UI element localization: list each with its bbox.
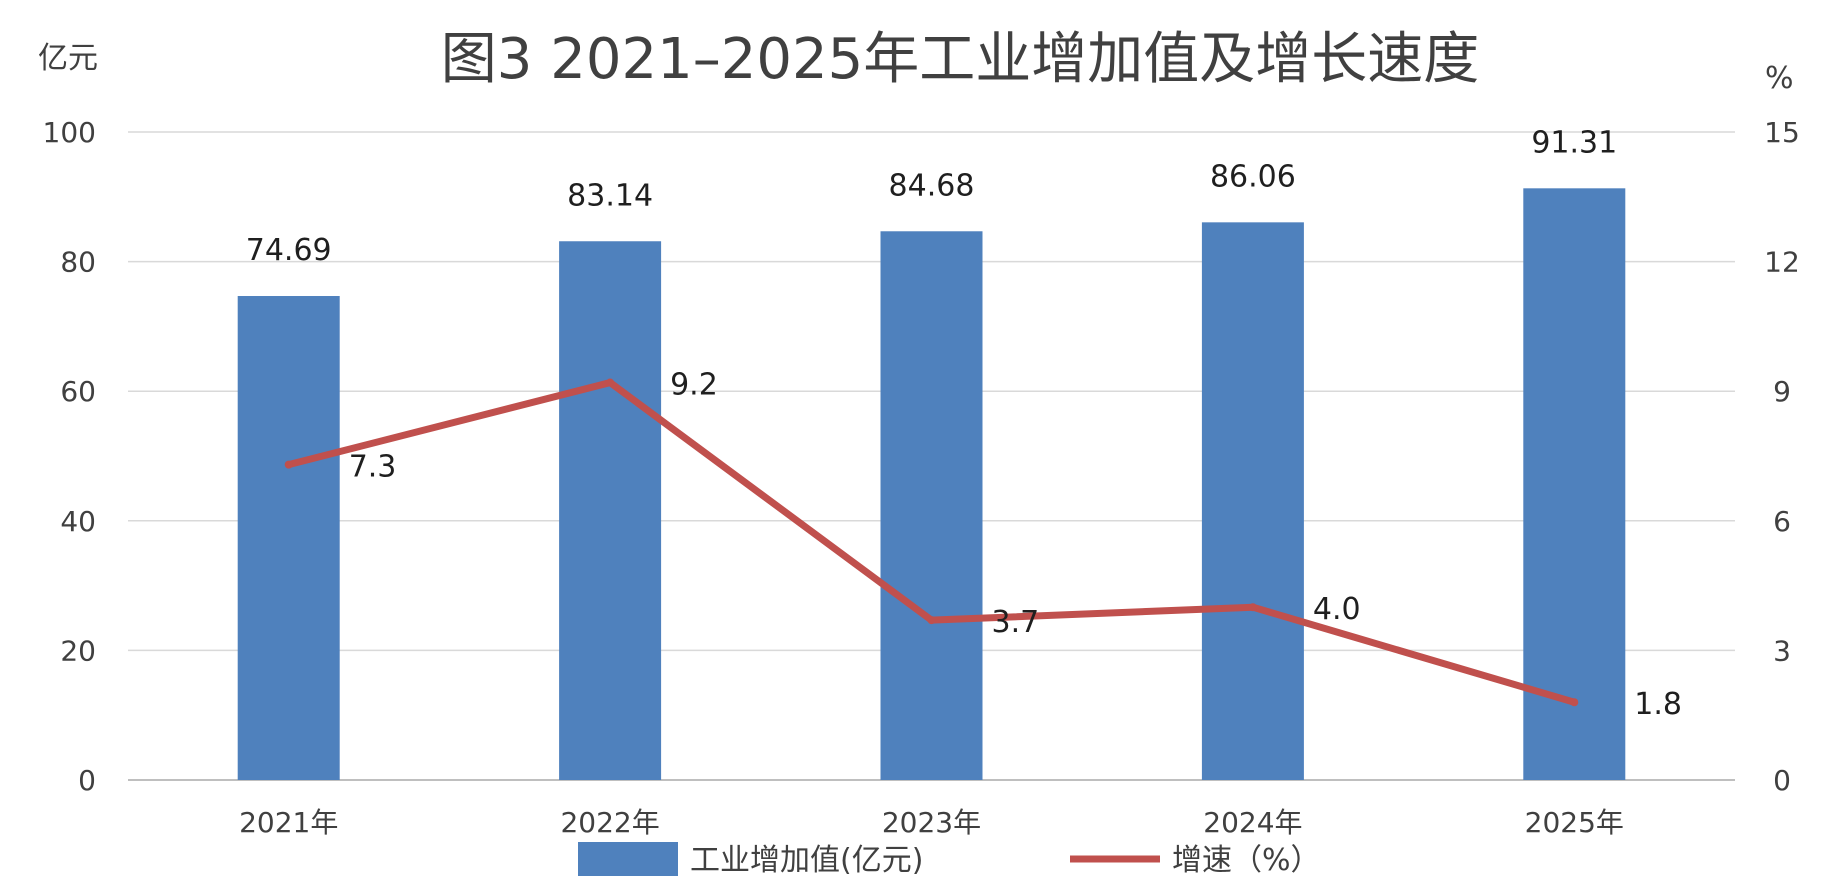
line-point <box>606 378 615 387</box>
line-point <box>284 460 293 469</box>
line-value-label: 3.7 <box>992 605 1040 640</box>
category-label: 2022年 <box>560 806 659 839</box>
chart-title: 图3 2021–2025年工业增加值及增长速度 <box>441 27 1479 92</box>
axis-ticks: 0 20 40 60 80 100 0 3 6 9 12 15 2021年 2022年 2023年 2024年… <box>43 116 1800 839</box>
line-value-label: 9.2 <box>670 368 718 403</box>
left-axis-unit: 亿元 <box>38 41 98 76</box>
bar <box>1523 188 1626 780</box>
left-tick-label: 20 <box>60 634 96 667</box>
legend-swatch-bar <box>578 842 678 876</box>
right-tick-label: 12 <box>1764 246 1800 279</box>
data-labels: 74.69 83.14 84.68 86.06 91.31 7.3 9.2 3.7 4.0 1.8 <box>246 125 1682 722</box>
right-tick-label: 6 <box>1773 505 1791 538</box>
bar <box>559 241 662 780</box>
right-tick-label: 0 <box>1773 764 1791 797</box>
legend-label-bar: 工业增加值(亿元) <box>690 843 923 878</box>
line-point <box>1248 603 1257 612</box>
bar-value-label: 84.68 <box>889 168 975 203</box>
bar-value-label: 83.14 <box>567 178 653 213</box>
bar-value-label: 91.31 <box>1531 125 1617 160</box>
left-tick-label: 60 <box>60 375 96 408</box>
right-tick-label: 15 <box>1764 116 1800 149</box>
line-value-label: 7.3 <box>349 450 397 485</box>
bar <box>1201 222 1304 781</box>
bar-value-label: 74.69 <box>246 233 332 268</box>
legend: 工业增加值(亿元) 增速（%） <box>578 842 1321 878</box>
category-label: 2021年 <box>239 806 338 839</box>
left-tick-label: 40 <box>60 505 96 538</box>
line-value-label: 4.0 <box>1313 592 1361 627</box>
bar-series <box>237 188 1626 781</box>
left-tick-label: 0 <box>78 764 96 797</box>
category-label: 2025年 <box>1525 806 1624 839</box>
line-series <box>284 378 1579 707</box>
bar <box>237 296 340 780</box>
right-axis-unit: % <box>1765 61 1794 96</box>
line-point <box>927 616 936 625</box>
category-label: 2024年 <box>1203 806 1302 839</box>
legend-label-line: 增速（%） <box>1172 843 1321 878</box>
bar-value-label: 86.06 <box>1210 159 1296 194</box>
category-label: 2023年 <box>882 806 981 839</box>
left-tick-label: 80 <box>60 246 96 279</box>
bar <box>880 231 983 780</box>
right-tick-label: 3 <box>1773 634 1791 667</box>
right-tick-label: 9 <box>1773 375 1791 408</box>
line-value-label: 1.8 <box>1634 687 1682 722</box>
left-tick-label: 100 <box>43 116 96 149</box>
line-point <box>1570 698 1579 707</box>
